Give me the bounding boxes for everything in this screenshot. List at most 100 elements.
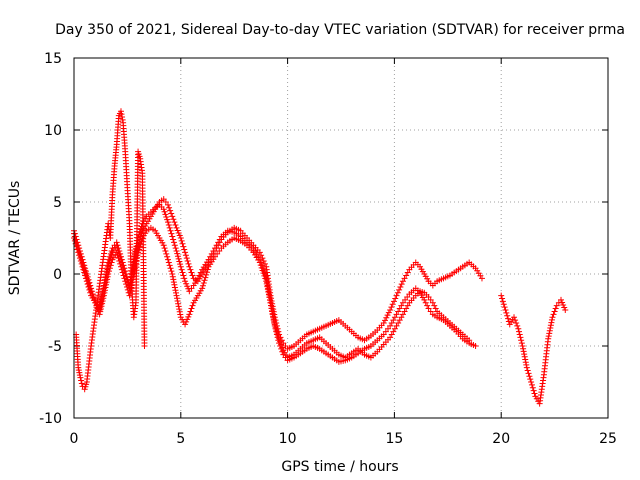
y-tick-label: -5 — [48, 339, 62, 355]
data-point — [272, 325, 279, 332]
data-point — [188, 269, 195, 276]
data-point — [187, 308, 194, 315]
data-point — [121, 275, 128, 282]
data-point — [520, 348, 527, 355]
data-point — [97, 296, 104, 303]
data-point — [259, 255, 266, 262]
data-point — [393, 292, 400, 299]
data-point — [174, 298, 181, 304]
data-point — [84, 277, 91, 284]
data-point — [528, 381, 535, 388]
data-point — [77, 253, 84, 260]
data-point — [175, 303, 182, 310]
data-point — [382, 317, 389, 324]
data-point — [119, 114, 126, 121]
data-point — [174, 253, 181, 260]
data-point — [114, 252, 121, 259]
data-point — [179, 269, 186, 276]
data-point — [118, 266, 125, 273]
data-point — [167, 227, 174, 234]
data-point — [104, 265, 111, 272]
data-point — [516, 328, 522, 335]
data-point — [163, 213, 170, 220]
data-point — [530, 387, 537, 394]
data-point — [383, 314, 390, 321]
data-point — [500, 301, 507, 308]
data-point — [269, 308, 276, 315]
data-point — [165, 222, 172, 229]
data-point — [550, 311, 557, 318]
data-point — [183, 255, 190, 262]
data-points — [71, 108, 569, 407]
x-axis-title: GPS time / hours — [281, 459, 398, 475]
data-point — [189, 302, 196, 309]
data-point — [115, 255, 122, 262]
data-point — [101, 276, 108, 283]
data-point — [199, 282, 206, 289]
data-point — [81, 267, 88, 274]
data-point — [176, 306, 183, 313]
data-point — [176, 258, 183, 265]
data-point — [120, 262, 127, 269]
data-point — [115, 245, 122, 252]
data-point — [182, 249, 189, 256]
series-track-late — [498, 292, 569, 407]
data-point — [123, 271, 130, 277]
data-point — [173, 292, 180, 299]
data-point — [113, 249, 120, 256]
data-point — [164, 216, 171, 223]
data-point — [117, 263, 124, 270]
x-tick-label: 0 — [70, 431, 79, 447]
data-point — [99, 291, 106, 298]
data-point — [97, 308, 104, 315]
data-point — [199, 285, 206, 292]
data-point — [169, 213, 176, 220]
data-point — [279, 348, 286, 355]
data-point — [167, 265, 174, 272]
data-point — [188, 305, 195, 312]
data-point — [525, 370, 532, 377]
data-point — [161, 208, 168, 215]
data-point — [546, 327, 553, 334]
data-point — [397, 283, 404, 290]
data-point — [518, 337, 525, 344]
y-tick-labels: -10 -5 0 5 10 15 — [39, 51, 62, 427]
data-point — [119, 259, 126, 266]
data-point — [424, 302, 431, 309]
data-point — [116, 247, 123, 254]
data-point — [185, 313, 192, 320]
data-point — [268, 305, 275, 312]
data-point — [527, 376, 534, 383]
data-point — [548, 319, 555, 326]
data-point — [271, 319, 278, 326]
data-point — [98, 294, 105, 301]
data-point — [185, 260, 192, 267]
data-point — [177, 311, 184, 318]
data-point — [106, 256, 113, 263]
data-point — [523, 361, 530, 368]
data-point — [387, 307, 394, 313]
data-point — [162, 211, 169, 218]
data-point — [516, 331, 523, 338]
data-point — [168, 268, 175, 275]
data-point — [170, 236, 177, 243]
data-point — [181, 246, 188, 253]
data-point — [168, 210, 175, 217]
data-point — [184, 316, 191, 323]
data-point — [96, 311, 103, 318]
data-point — [529, 384, 536, 391]
data-point — [141, 343, 148, 349]
data-point — [166, 262, 173, 269]
data-point — [182, 321, 189, 328]
data-point — [546, 330, 553, 337]
data-point — [86, 283, 93, 290]
data-point — [422, 299, 429, 306]
data-point — [498, 292, 505, 299]
data-point — [181, 275, 188, 282]
data-point — [174, 250, 181, 257]
data-point — [170, 239, 177, 246]
data-point — [175, 300, 182, 307]
data-point — [429, 299, 436, 306]
